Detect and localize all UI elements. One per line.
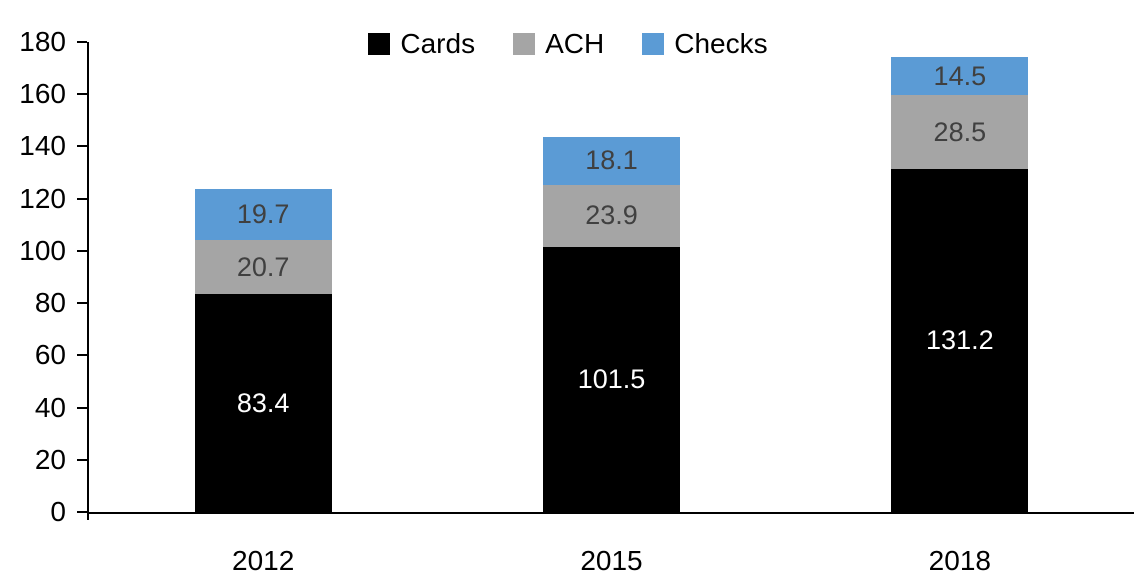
data-label-ach-2018: 28.5 <box>933 116 987 147</box>
bar-segment-checks-2018: 14.5 <box>891 57 1029 96</box>
bar-segment-ach-2015: 23.9 <box>543 184 680 247</box>
y-axis-label-80: 80 <box>34 287 66 319</box>
y-axis-tick-0 <box>77 511 87 513</box>
y-axis-label-40: 40 <box>34 391 66 423</box>
x-axis-origin-tick <box>87 514 89 520</box>
y-axis-tick-160 <box>77 93 87 96</box>
bar-segment-cards-2012: 83.4 <box>194 294 332 512</box>
bar-2012: 83.4 20.7 19.7 <box>194 42 332 512</box>
y-axis-label-140: 140 <box>19 130 66 162</box>
x-axis-label-2015: 2015 <box>580 545 643 576</box>
data-label-cards-2015: 101.5 <box>577 363 646 394</box>
y-axis-label-0: 0 <box>50 496 66 527</box>
y-axis-tick-140 <box>77 145 87 148</box>
legend-marker-ach <box>513 33 536 55</box>
data-label-checks-2012: 19.7 <box>236 198 290 229</box>
legend-label: Checks <box>674 28 768 59</box>
y-axis-tick-20 <box>77 458 87 461</box>
legend-item-ach: ACH <box>513 30 604 58</box>
bar-segment-ach-2012: 20.7 <box>194 240 332 295</box>
legend-label: ACH <box>545 28 605 59</box>
y-axis-label-20: 20 <box>34 443 66 475</box>
data-label-ach-2012: 20.7 <box>236 251 290 282</box>
legend-marker-checks <box>642 33 665 55</box>
y-axis-tick-60 <box>77 354 87 357</box>
bar-segment-checks-2015: 18.1 <box>543 137 680 185</box>
y-axis-label-100: 100 <box>19 234 66 266</box>
y-axis-tick-120 <box>77 197 87 200</box>
legend-item-checks: Checks <box>642 28 768 59</box>
data-label-cards-2012: 83.4 <box>236 387 290 418</box>
y-axis-label-180: 180 <box>19 26 66 57</box>
bar-2015: 101.5 23.9 18.1 <box>543 42 680 512</box>
x-axis-label-2012: 2012 <box>232 545 295 576</box>
y-axis-label-120: 120 <box>19 182 66 214</box>
bar-2018: 131.2 28.5 14.5 <box>891 42 1029 512</box>
legend-label: Cards <box>400 28 476 59</box>
chart-legend: Cards ACH Checks <box>0 30 1136 58</box>
data-label-checks-2018: 14.5 <box>933 60 987 91</box>
y-axis-label-160: 160 <box>19 78 66 110</box>
bar-segment-cards-2015: 101.5 <box>543 246 680 512</box>
plot-area: 0 20 40 60 80 100 120 140 160 180 83.4 20.7 19.7 2012… <box>19 27 1134 576</box>
bar-segment-checks-2012: 19.7 <box>194 188 332 241</box>
legend-item-cards: Cards <box>368 30 475 58</box>
x-axis-label-2018: 2018 <box>928 545 991 576</box>
data-label-checks-2015: 18.1 <box>585 145 638 176</box>
y-axis-tick-80 <box>77 302 87 305</box>
legend-marker-cards <box>368 33 391 55</box>
data-label-ach-2015: 23.9 <box>585 200 638 231</box>
y-axis-label-60: 60 <box>34 339 66 371</box>
y-axis-tick-40 <box>77 406 87 409</box>
data-label-cards-2018: 131.2 <box>926 325 994 356</box>
bar-segment-cards-2018: 131.2 <box>891 169 1029 512</box>
y-axis-tick-100 <box>77 249 87 252</box>
y-axis-tick-180 <box>77 41 87 43</box>
bar-segment-ach-2018: 28.5 <box>891 95 1029 170</box>
